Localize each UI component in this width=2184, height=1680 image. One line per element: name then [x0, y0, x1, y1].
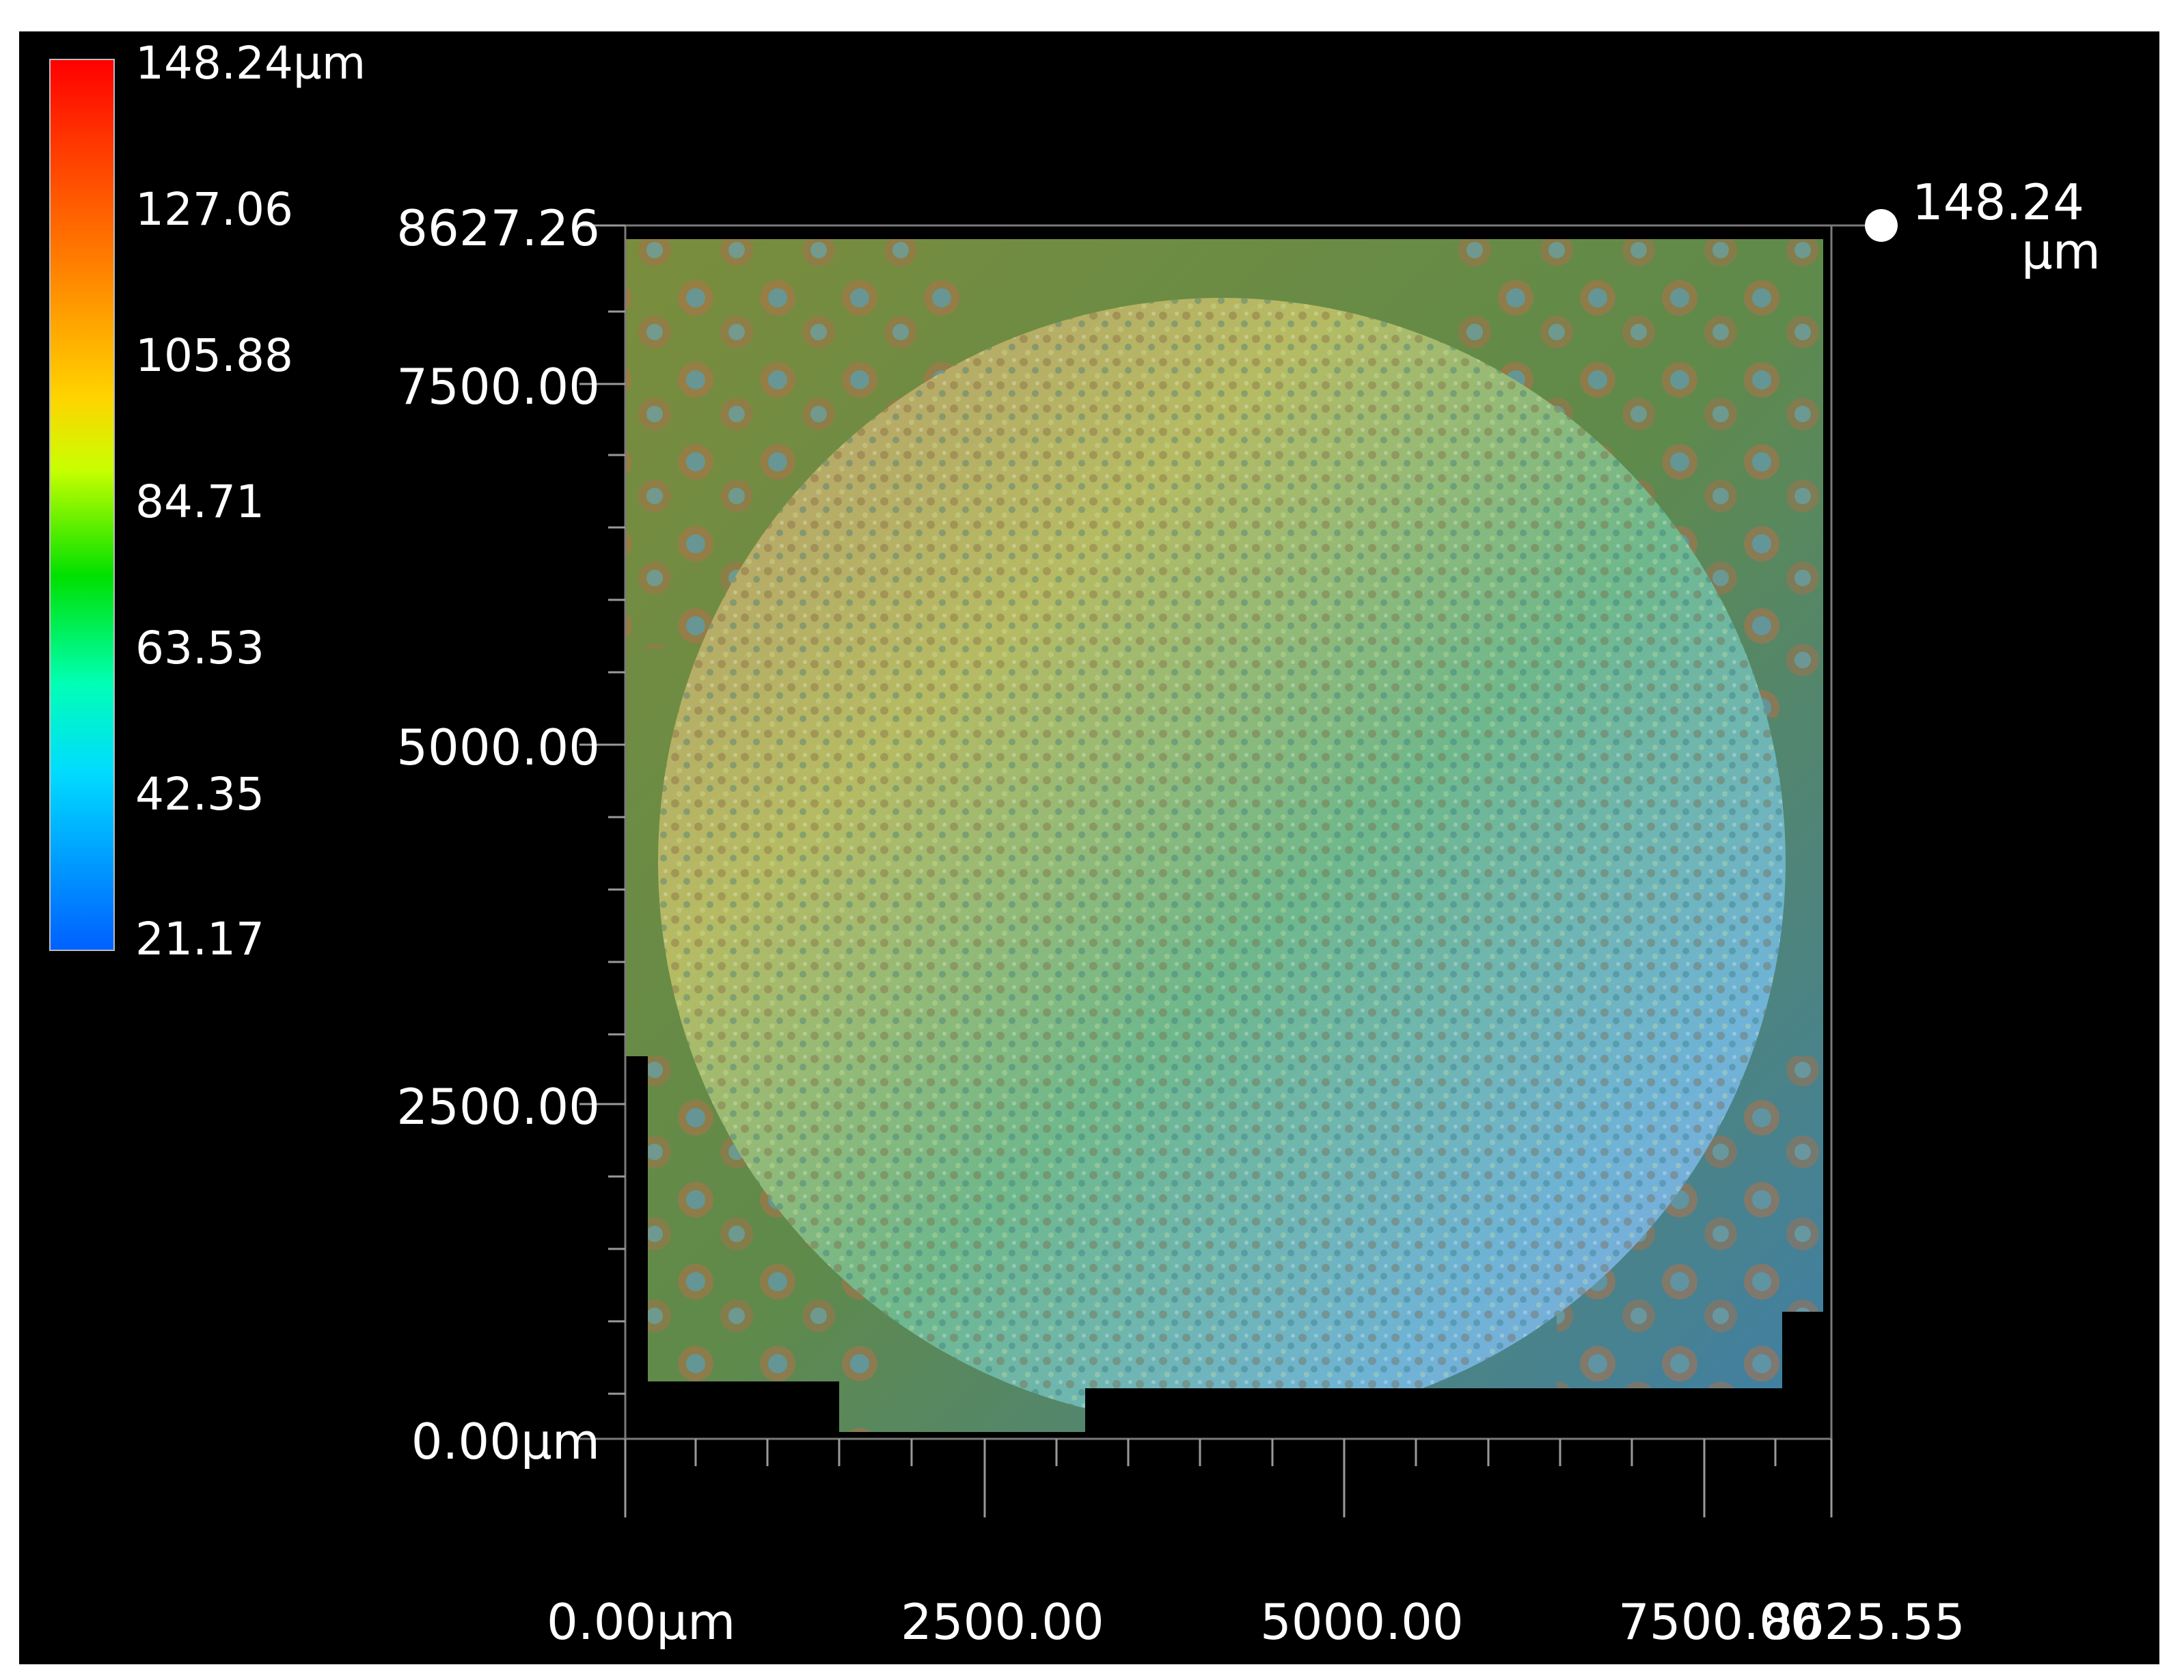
y-axis-label-max: 8627.26	[396, 199, 600, 257]
surface-topography-image	[579, 209, 1898, 1517]
x-axis-label-max: 8625.55	[1762, 1593, 1965, 1651]
height-map-viewer: 148.24µm 127.06 105.88 84.71 63.53 42.35…	[19, 31, 2159, 1664]
x-axis-label: 5000.00	[1260, 1593, 1464, 1651]
color-scale-label: 105.88	[135, 329, 293, 382]
x-axis-ticks	[624, 1439, 1833, 1517]
y-axis-label: 5000.00	[396, 719, 600, 776]
y-axis-ticks	[579, 224, 625, 1395]
color-scale-label: 84.71	[135, 476, 264, 528]
y-axis-label: 2500.00	[396, 1078, 600, 1135]
color-scale-label: 127.06	[135, 183, 293, 236]
height-color-scale	[49, 59, 115, 951]
z-marker-dot	[1865, 209, 1898, 242]
x-axis-label: 2500.00	[901, 1593, 1104, 1651]
x-axis-label-origin: 0.00µm	[547, 1593, 736, 1651]
y-axis-label: 7500.00	[396, 358, 600, 415]
z-marker-value: 148.24	[1912, 174, 2084, 231]
color-scale-label-min: 21.17	[135, 913, 264, 965]
color-scale-label: 63.53	[135, 622, 264, 674]
color-scale-label: 42.35	[135, 768, 264, 821]
z-marker-unit: µm	[2021, 223, 2101, 280]
color-scale-label-max: 148.24µm	[135, 37, 366, 89]
x-axis-label: 7500.00	[1618, 1593, 1822, 1651]
y-axis-label-origin: 0.00µm	[411, 1413, 600, 1470]
